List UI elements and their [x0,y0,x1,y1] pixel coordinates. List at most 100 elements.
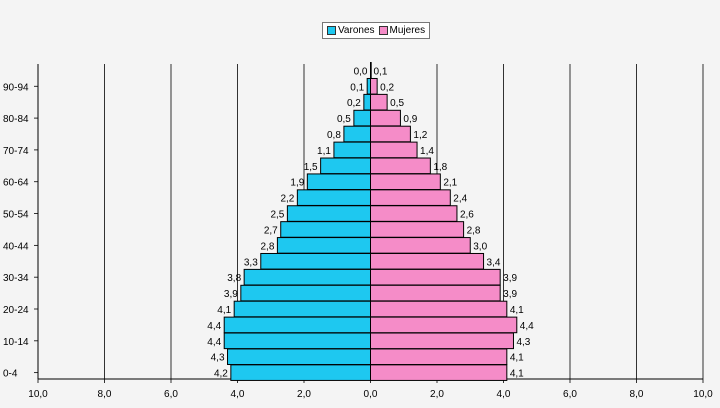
data-label-varones: 4,4 [207,321,221,332]
data-label-mujeres: 4,1 [510,305,524,316]
data-label-mujeres: 1,8 [433,162,447,173]
y-tick-label: 70-74 [3,146,29,157]
bar-varones [280,221,372,238]
data-label-mujeres: 0,5 [390,98,404,109]
data-label-varones: 0,0 [354,66,368,77]
bar-varones [233,300,371,318]
data-label-mujeres: 4,4 [520,321,534,332]
data-label-mujeres: 1,2 [413,130,427,141]
y-tick-label: 60-64 [3,178,29,189]
bar-mujeres [370,268,501,286]
bar-varones [333,141,371,159]
data-label-varones: 1,1 [317,146,331,157]
legend-label-mujeres: Mujeres [389,25,426,36]
data-label-varones: 0,2 [347,98,361,109]
bar-varones [286,205,371,222]
data-label-mujeres: 0,2 [380,82,394,93]
bar-mujeres [370,205,458,222]
bar-varones [306,173,372,191]
legend-swatch-mujeres [378,26,388,35]
bar-mujeres [370,284,501,302]
x-tick-label: 6,0 [563,389,577,400]
y-tick-label: 0-4 [3,369,18,380]
bar-varones [260,252,371,270]
data-label-mujeres: 2,4 [453,194,467,205]
y-tick-label: 50-54 [3,210,29,221]
bar-mujeres [370,109,401,127]
x-tick-label: 2,0 [430,389,444,400]
data-label-varones: 0,5 [337,114,351,125]
x-tick-label: 2,0 [297,389,311,400]
bar-mujeres [370,300,508,318]
x-tick-label: 10,0 [28,389,48,400]
bar-mujeres [370,189,451,206]
legend: Varones Mujeres [322,22,431,39]
bar-mujeres [370,348,508,366]
data-label-mujeres: 0,9 [403,114,417,125]
data-label-varones: 1,9 [290,178,304,189]
data-label-mujeres: 4,1 [510,353,524,364]
data-label-varones: 3,8 [227,273,241,284]
y-tick-label: 30-34 [3,273,29,284]
data-label-mujeres: 2,6 [460,210,474,221]
data-label-varones: 2,5 [270,210,284,221]
bar-varones [363,93,372,111]
x-tick-label: 8,0 [630,389,644,400]
legend-swatch-varones [327,26,336,35]
bar-varones [296,189,372,206]
data-label-varones: 4,4 [207,337,221,348]
legend-item-varones: Varones [327,25,375,36]
data-label-mujeres: 3,4 [487,257,501,268]
y-tick-label: 20-24 [3,305,29,316]
bar-varones [343,125,371,143]
bar-mujeres [370,157,431,175]
bar-varones [353,109,371,127]
data-label-varones: 4,1 [217,305,231,316]
data-label-varones: 1,5 [304,162,318,173]
x-tick-label: 10,0 [693,389,713,400]
bar-mujeres [370,332,514,350]
data-label-mujeres: 0,1 [374,66,388,77]
data-label-varones: 2,7 [264,225,278,236]
bar-mujeres [370,221,465,238]
bar-varones [240,284,371,302]
data-label-varones: 4,3 [211,353,225,364]
bar-varones [320,157,371,175]
data-label-varones: 2,8 [260,241,274,252]
data-label-mujeres: 4,1 [510,369,524,380]
bar-varones [223,332,371,350]
y-tick-label: 90-94 [3,82,29,93]
data-label-mujeres: 2,8 [467,225,481,236]
bar-mujeres [370,252,485,270]
data-label-varones: 3,3 [244,257,258,268]
bar-mujeres [370,125,411,143]
bar-mujeres [370,93,388,111]
y-tick-label: 80-84 [3,114,29,125]
data-label-varones: 4,2 [214,369,228,380]
data-label-mujeres: 3,9 [503,289,517,300]
bar-mujeres [370,77,378,95]
y-tick-label: 10-14 [3,337,29,348]
bar-mujeres [370,62,372,79]
bar-varones [227,348,371,366]
data-label-mujeres: 2,1 [443,178,457,189]
data-label-varones: 3,9 [224,289,238,300]
bar-varones [276,237,371,254]
data-label-varones: 2,2 [280,194,294,205]
data-label-mujeres: 4,3 [516,337,530,348]
bar-mujeres [370,237,471,254]
bar-varones [230,364,371,381]
bar-mujeres [370,316,518,334]
bar-mujeres [370,364,508,381]
bar-mujeres [370,173,441,191]
legend-label-varones: Varones [338,25,375,36]
data-label-mujeres: 1,4 [420,146,434,157]
bar-varones [243,268,371,286]
bar-varones [223,316,371,334]
x-tick-label: 0,0 [364,389,378,400]
data-label-mujeres: 3,0 [473,241,487,252]
bar-mujeres [370,141,418,159]
data-label-varones: 0,1 [350,82,364,93]
legend-item-mujeres: Mujeres [378,25,426,36]
